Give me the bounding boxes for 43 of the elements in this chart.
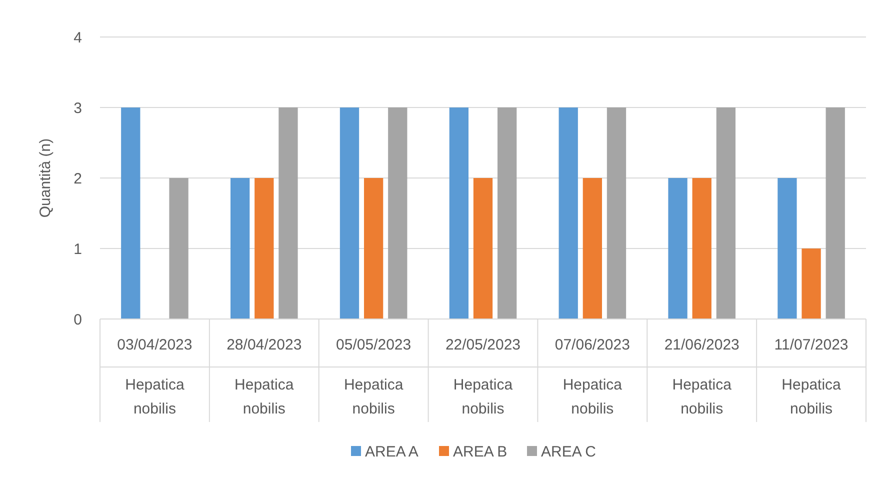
bar <box>230 178 250 319</box>
y-axis-title: Quantità (n) <box>37 138 54 218</box>
text: Hepatica nobilis <box>453 376 514 418</box>
text: Hepatica nobilis <box>344 376 404 418</box>
text: Hepatica nobilis <box>125 376 185 418</box>
text: Hepatica nobilis <box>782 376 842 418</box>
bar <box>778 178 797 319</box>
bar <box>364 178 384 319</box>
y-tick-label: 2 <box>74 170 82 188</box>
y-tick-label: 0 <box>74 311 82 328</box>
y-tick-label: 3 <box>74 100 82 117</box>
x-tick-label: 07/06/2023 <box>554 336 630 354</box>
bar <box>388 108 408 319</box>
bar <box>340 108 360 319</box>
bar <box>169 178 188 319</box>
x-tick-label: 05/05/2023 <box>336 336 412 354</box>
legend-label: AREA B <box>453 443 508 460</box>
bar <box>716 108 736 319</box>
text: Hepatica nobilis <box>672 376 732 418</box>
text: Hepatica nobilis <box>234 376 294 418</box>
bar <box>498 108 517 319</box>
x-tick-label: 03/04/2023 <box>117 336 192 354</box>
text: Hepatica nobilis <box>562 376 623 418</box>
bar <box>668 178 688 319</box>
bar <box>826 108 845 319</box>
legend-label: AREA C <box>541 443 596 460</box>
bar <box>582 178 602 319</box>
bar <box>254 178 274 319</box>
legend-label: AREA A <box>365 443 418 460</box>
y-tick-label: 4 <box>74 29 82 46</box>
bar <box>606 108 626 319</box>
x-tick-label: 28/04/2023 <box>226 336 302 354</box>
bar <box>121 108 140 319</box>
bar <box>449 108 468 319</box>
bar <box>558 108 578 319</box>
bar <box>692 178 712 319</box>
y-tick-label: 1 <box>74 240 82 258</box>
x-tick-label: 22/05/2023 <box>445 336 521 354</box>
x-tick-label: 11/07/2023 <box>774 336 848 354</box>
bar <box>473 178 493 319</box>
bar <box>802 248 821 319</box>
bar <box>278 108 298 319</box>
x-tick-label: 21/06/2023 <box>664 336 740 354</box>
